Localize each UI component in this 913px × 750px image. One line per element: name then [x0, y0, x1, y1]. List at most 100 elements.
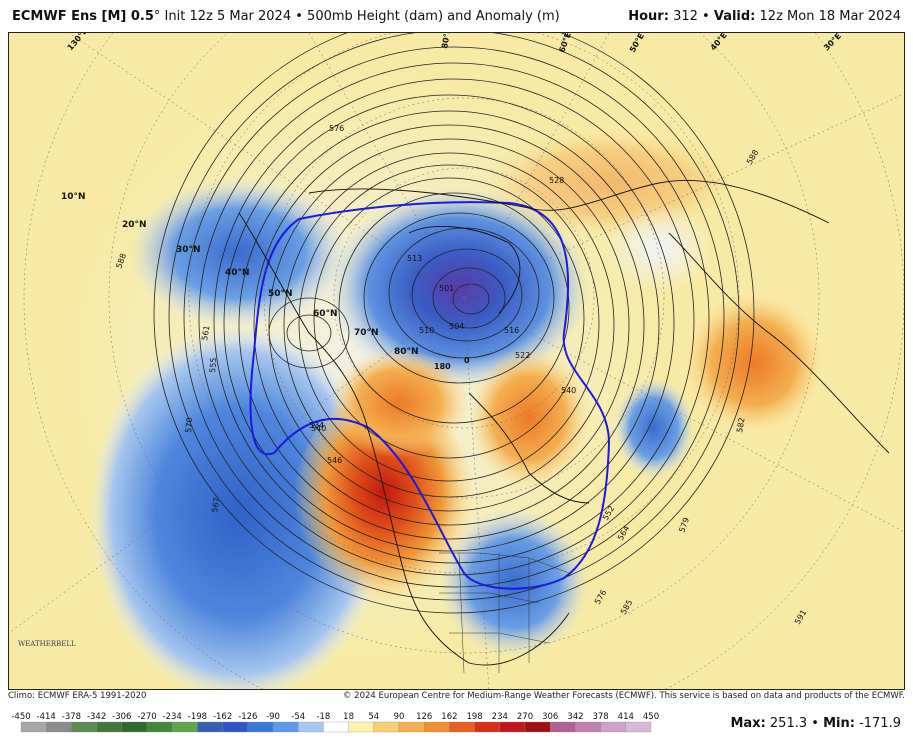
contour-label: 504 [449, 322, 464, 331]
colorbar-swatch [550, 721, 576, 733]
header-bar: ECMWF Ens [M] 0.5° Init 12z 5 Mar 2024 •… [0, 0, 913, 32]
colorbar-swatch [398, 721, 425, 733]
colorbar-swatch [46, 721, 72, 733]
contour-label: 522 [515, 351, 530, 360]
contour-label: 540 [311, 424, 326, 433]
colorbar-tick-label: -162 [213, 712, 232, 722]
colorbar-tick-label: 90 [394, 712, 405, 722]
colorbar-swatch [449, 721, 475, 733]
colorbar-swatch [323, 721, 349, 733]
highlight-540-contour [249, 201, 611, 590]
colorbar-tick-label: -414 [37, 712, 56, 722]
hour-label: Hour: [628, 9, 669, 24]
weatherbell-logo: WEATHERBELL [18, 640, 76, 648]
contour-label: 561 [200, 325, 212, 342]
europe-pale-anomaly [604, 203, 714, 293]
colorbar-tick-label: -342 [87, 712, 106, 722]
init-time: Init 12z 5 Mar 2024 [164, 9, 292, 24]
contour-label: 534 [309, 421, 324, 430]
forecast-map[interactable]: 10°N 20°N 30°N 40°N 50°N 60°N 70°N 80°N … [8, 32, 905, 690]
colorbar-swatch [348, 721, 374, 733]
contour-label: 576 [329, 124, 344, 133]
colorbar-swatch [474, 721, 500, 733]
contour-label: 582 [735, 417, 747, 434]
contour-label: 567 [210, 497, 222, 514]
colorbar-swatch [424, 721, 450, 733]
colorbar-tick-label: 126 [416, 712, 432, 722]
atlantic-negative-anomaly [614, 378, 694, 478]
colorbar-swatch [298, 721, 324, 733]
africa-positive-anomaly [684, 293, 824, 433]
lat-label-50n: 50°N [268, 289, 293, 299]
colorbar-tick-label: -90 [266, 712, 280, 722]
colorbar-tick-label: 18 [343, 712, 354, 722]
contour-label: 540 [561, 386, 576, 395]
valid-separator: • [702, 9, 710, 24]
lat-label-60n: 60°N [313, 309, 338, 319]
colorbar-swatch [222, 721, 248, 733]
climo-credit: Climo: ECMWF ERA-5 1991-2020 [8, 691, 147, 701]
contour-label: 513 [407, 254, 422, 263]
colorbar-tick-label: -270 [137, 712, 156, 722]
max-value: 251.3 [769, 716, 808, 731]
graticule [9, 33, 904, 689]
latitude-label-group: 10°N 20°N 30°N 40°N 50°N 60°N 70°N 80°N [61, 192, 419, 357]
lat-label-80n: 80°N [394, 347, 419, 357]
colorbar-tick-label: -18 [316, 712, 330, 722]
product-name: 500mb Height (dam) and Anomaly (m) [307, 9, 560, 24]
colorbar-tick-label: 54 [368, 712, 379, 722]
colorbar-swatch [121, 721, 148, 733]
colorbar-tick-label: 450 [643, 712, 659, 722]
contour-label: 555 [208, 357, 218, 373]
colorbar-swatch [373, 721, 400, 733]
copyright-credit: © 2024 European Centre for Medium-Range … [342, 691, 905, 701]
colorbar-swatch [600, 721, 626, 733]
colorbar-swatch [499, 721, 526, 733]
resolution-degree: ° [153, 9, 161, 24]
colorbar-swatch [96, 721, 122, 733]
siberia-negative-anomaly [129, 178, 349, 328]
min-value: -171.9 [859, 716, 901, 731]
lon-label-180: 180 [434, 362, 451, 371]
colorbar-tick-label: -306 [112, 712, 131, 722]
colorbar-swatch [197, 721, 223, 733]
colorbar-tick-label: 162 [441, 712, 457, 722]
valid-time-info: Hour: 312 • Valid: 12z Mon 18 Mar 2024 [628, 9, 901, 24]
lon-label-0: 0 [464, 356, 470, 365]
min-label: Min: [823, 716, 855, 731]
colorbar-swatch [575, 721, 601, 733]
lat-label-70n: 70°N [354, 328, 379, 338]
colorbar-swatch [20, 721, 47, 733]
max-label: Max: [730, 716, 766, 731]
colorbar-swatch [272, 721, 299, 733]
contour-label: 528 [549, 176, 564, 185]
colorbar-tick-label: -378 [62, 712, 81, 722]
colorbar-swatch [247, 721, 274, 733]
height-contours [153, 33, 755, 614]
colorbar-swatch [71, 721, 97, 733]
colorbar-swatch [524, 721, 551, 733]
colorbar-tick-label: 342 [567, 712, 583, 722]
coastlines [238, 180, 890, 666]
valid-value: 12z Mon 18 Mar 2024 [759, 9, 901, 24]
contour-label: 516 [504, 326, 519, 335]
pacific-negative-anomaly [89, 323, 389, 689]
model-name: ECMWF Ens [M] 0.5 [12, 9, 154, 24]
contour-label: 501 [439, 284, 454, 293]
colorbar-tick-label: 306 [542, 712, 558, 722]
alaska-positive-anomaly [329, 348, 469, 458]
colorbar-tick-label: 198 [466, 712, 482, 722]
contour-label: 546 [327, 456, 342, 465]
colorbar-tick-label: 414 [618, 712, 634, 722]
stats-separator: • [811, 716, 819, 731]
colorbar-tick-label: -54 [291, 712, 305, 722]
lat-label-40n: 40°N [225, 268, 250, 278]
colorbar-swatch [172, 721, 198, 733]
max-min-stats: Max: 251.3 • Min: -171.9 [730, 716, 901, 731]
valid-label: Valid: [713, 9, 756, 24]
map-canvas: 10°N 20°N 30°N 40°N 50°N 60°N 70°N 80°N … [9, 33, 904, 689]
colorbar-canvas: -450 -414 -378 -342 -306 -270 -234 -198 -162 -126… [11, 712, 659, 733]
state-boundaries [439, 552, 570, 674]
lat-label-20n: 20°N [122, 220, 147, 230]
lon-label-80e: 80°E [440, 33, 452, 49]
